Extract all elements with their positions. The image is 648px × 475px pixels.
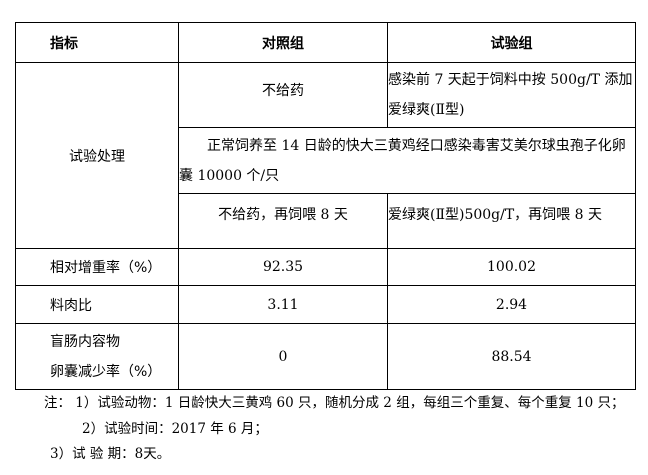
- test-pre-treatment: 感染前 7 天起于饲料中按 500g/T 添加爱绿爽(Ⅱ型): [387, 62, 636, 128]
- cell-test-feed-ratio: 2.94: [387, 285, 636, 324]
- common-treatment: 正常饲养至 14 日龄的快大三黄鸡经口感染毒害艾美尔球虫孢子化卵囊 10000 …: [178, 127, 636, 194]
- row-label-weight-gain: 相对增重率（%）: [15, 248, 179, 286]
- cell-test-weight-gain: 100.02: [387, 248, 636, 286]
- note-3: 3）试 验 期：8天。: [50, 446, 171, 462]
- header-test: 试验组: [387, 22, 636, 63]
- control-pre-treatment: 不给药: [178, 62, 388, 128]
- cell-control-feed-ratio: 3.11: [178, 285, 388, 324]
- header-control: 对照组: [178, 22, 388, 63]
- row-label-oocyst-reduction: 盲肠内容物 卵囊减少率（%）: [15, 323, 179, 390]
- note-2: 2）试验时间：2017 年 6 月；: [82, 421, 268, 437]
- header-indicator: 指标: [15, 22, 179, 63]
- test-post-treatment: 爱绿爽(Ⅱ型)500g/T，再饲喂 8 天: [387, 193, 636, 249]
- note-1: 注： 1）试验动物：1 日龄快大三黄鸡 60 只，随机分成 2 组，每组三个重复…: [44, 395, 625, 411]
- cell-control-weight-gain: 92.35: [178, 248, 388, 286]
- control-post-treatment: 不给药，再饲喂 8 天: [178, 193, 388, 249]
- row-label-feed-ratio: 料肉比: [15, 285, 179, 324]
- row-label-line1: 盲肠内容物: [50, 333, 120, 350]
- row-label-line2: 卵囊减少率（%）: [50, 363, 162, 380]
- cell-test-oocyst-reduction: 88.54: [387, 323, 636, 390]
- treatment-label: 试验处理: [15, 62, 179, 249]
- cell-control-oocyst-reduction: 0: [178, 323, 388, 390]
